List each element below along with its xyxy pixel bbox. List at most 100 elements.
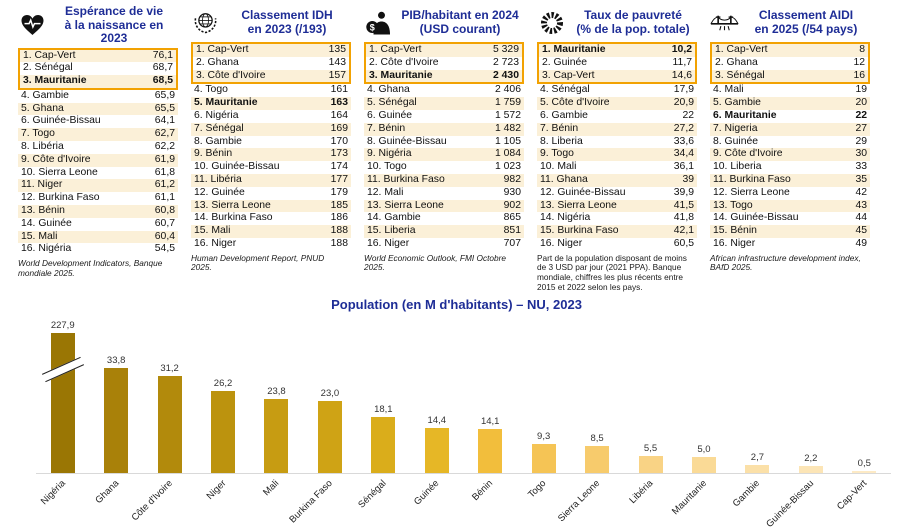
bar-value-label: 5,0 bbox=[697, 444, 711, 455]
row-value: 185 bbox=[330, 199, 348, 211]
bar-slot: 5,5 bbox=[624, 315, 677, 473]
ranking-row: 2. Côte d'Ivoire 2 723 bbox=[366, 57, 522, 70]
bar-value-label: 227,9 bbox=[50, 320, 75, 331]
ranking-row: 3. Sénégal 16 bbox=[712, 69, 868, 83]
row-value: 27 bbox=[855, 122, 867, 134]
row-value: 169 bbox=[330, 122, 348, 134]
row-rank-country: 11. Libéria bbox=[194, 173, 242, 185]
bar-value-label: 5,5 bbox=[643, 443, 658, 454]
bar bbox=[264, 399, 289, 473]
ranking-row: 10. Togo 1 023 bbox=[364, 161, 524, 174]
axis-break-mark bbox=[41, 356, 84, 383]
ranking-row: 14. Guinée-Bissau 44 bbox=[710, 212, 870, 225]
ranking-row: 16. Niger 188 bbox=[191, 238, 351, 251]
bar-value-label: 26,2 bbox=[213, 378, 233, 389]
ranking-row: 12. Mali 930 bbox=[364, 187, 524, 200]
panel-title: Classement IDH en 2023 (/193) bbox=[223, 8, 351, 36]
panel-rows: 4. Mali 19 5. Gambie 20 6. Mauritanie 22 7. Ni… bbox=[710, 84, 870, 250]
ranking-row: 5. Côte d'Ivoire 20,9 bbox=[537, 97, 697, 110]
row-value: 22 bbox=[855, 109, 867, 121]
row-value: 143 bbox=[328, 56, 346, 68]
ranking-row: 15. Liberia 851 bbox=[364, 225, 524, 238]
bar-slot: 26,2 bbox=[196, 315, 249, 473]
ranking-row: 7. Bénin 27,2 bbox=[537, 122, 697, 136]
ranking-row: 8. Guinée-Bissau 1 105 bbox=[364, 136, 524, 149]
row-value: 170 bbox=[330, 135, 348, 147]
panel-title: Classement AIDI en 2025 (/54 pays) bbox=[742, 8, 870, 36]
ranking-panel-aidi-ranking: Classement AIDI en 2025 (/54 pays) 1. Cap-… bbox=[710, 5, 870, 293]
row-rank-country: 13. Togo bbox=[713, 199, 753, 211]
ranking-row: 9. Bénin 173 bbox=[191, 148, 351, 162]
ranking-row: 8. Gambie 170 bbox=[191, 136, 351, 149]
bar-value-label: 23,8 bbox=[267, 386, 286, 397]
row-rank-country: 7. Togo bbox=[21, 128, 55, 140]
row-value: 1 759 bbox=[494, 97, 521, 109]
row-rank-country: 9. Côte d'Ivoire bbox=[21, 153, 91, 165]
bar bbox=[852, 471, 877, 473]
row-value: 188 bbox=[330, 237, 348, 249]
bar-value-label: 33,8 bbox=[106, 355, 126, 366]
ranking-row: 14. Burkina Faso 186 bbox=[191, 212, 351, 225]
panel-title: PIB/habitant en 2024 (USD courant) bbox=[396, 8, 524, 36]
row-rank-country: 10. Guinée-Bissau bbox=[194, 161, 280, 173]
row-rank-country: 1. Cap-Vert bbox=[23, 49, 76, 61]
row-value: 65,9 bbox=[154, 89, 175, 101]
x-axis-label: Bénin bbox=[470, 478, 496, 503]
row-value: 16 bbox=[853, 69, 865, 81]
bar bbox=[211, 391, 236, 473]
xlabel-slot: Ghana bbox=[89, 475, 142, 509]
row-value: 49 bbox=[855, 237, 867, 249]
ranking-row: 12. Burkina Faso 61,1 bbox=[18, 192, 178, 205]
bar-slot: 31,2 bbox=[143, 315, 196, 473]
panel-title-line1: Taux de pauvreté bbox=[584, 8, 682, 22]
row-rank-country: 12. Sierra Leone bbox=[713, 186, 790, 198]
x-axis-label: Ghana bbox=[93, 478, 122, 506]
row-value: 179 bbox=[330, 186, 348, 198]
bar bbox=[745, 465, 770, 473]
row-value: 173 bbox=[330, 148, 348, 160]
ranking-row: 4. Togo 161 bbox=[191, 84, 351, 97]
row-rank-country: 13. Sierra Leone bbox=[367, 199, 444, 211]
row-rank-country: 3. Mauritanie bbox=[369, 69, 433, 81]
row-rank-country: 3. Sénégal bbox=[715, 69, 765, 81]
row-value: 76,1 bbox=[152, 49, 173, 61]
bar-slot: 8,5 bbox=[570, 315, 623, 473]
chart-title: Population (en M d'habitants) – NU, 2023 bbox=[331, 297, 582, 312]
panel-title-line2: en 2023 (/193) bbox=[247, 21, 327, 36]
row-rank-country: 8. Guinée bbox=[713, 135, 759, 147]
row-rank-country: 8. Libéria bbox=[21, 141, 64, 153]
row-rank-country: 3. Cap-Vert bbox=[542, 69, 595, 81]
row-rank-country: 4. Ghana bbox=[367, 84, 410, 96]
row-rank-country: 12. Guinée-Bissau bbox=[540, 186, 626, 198]
row-value: 902 bbox=[503, 199, 521, 211]
row-rank-country: 6. Guinée-Bissau bbox=[21, 115, 101, 127]
row-rank-country: 15. Mali bbox=[21, 230, 58, 242]
ranking-row: 12. Guinée 179 bbox=[191, 187, 351, 200]
panel-header: Classement IDH en 2023 (/193) bbox=[191, 5, 351, 40]
row-rank-country: 7. Sénégal bbox=[194, 122, 244, 134]
row-rank-country: 14. Guinée-Bissau bbox=[713, 212, 799, 224]
ranking-row: 1. Cap-Vert 76,1 bbox=[20, 49, 176, 63]
bar bbox=[531, 444, 556, 473]
panel-header: Espérance de vie à la naissance en 2023 bbox=[18, 4, 178, 46]
xlabel-slot: Libéria bbox=[624, 475, 677, 509]
panel-rows: 4. Ghana 2 406 5. Sénégal 1 759 6. Guinée 1 5… bbox=[364, 84, 524, 250]
panel-title-line2: à la naissance en 2023 bbox=[64, 17, 164, 45]
row-value: 54,5 bbox=[154, 243, 175, 255]
ranking-row: 8. Guinée 29 bbox=[710, 136, 870, 149]
x-axis-label: Sénégal bbox=[356, 478, 389, 511]
row-value: 2 406 bbox=[494, 84, 521, 96]
row-value: 20 bbox=[855, 97, 867, 109]
row-rank-country: 10. Mali bbox=[540, 161, 577, 173]
row-rank-country: 14. Nigéria bbox=[540, 212, 591, 224]
ranking-row: 13. Bénin 60,8 bbox=[18, 205, 178, 218]
bar-value-label: 18,1 bbox=[374, 404, 393, 415]
ranking-row: 13. Sierra Leone 41,5 bbox=[537, 199, 697, 213]
row-value: 1 105 bbox=[494, 135, 521, 147]
row-value: 42,1 bbox=[673, 225, 694, 237]
row-rank-country: 11. Burkina Faso bbox=[713, 173, 791, 185]
row-value: 44 bbox=[855, 212, 867, 224]
population-chart: Population (en M d'habitants) – NU, 2023… bbox=[0, 297, 913, 530]
ranking-row: 5. Ghana 65,5 bbox=[18, 102, 178, 116]
ranking-row: 15. Burkina Faso 42,1 bbox=[537, 225, 697, 238]
